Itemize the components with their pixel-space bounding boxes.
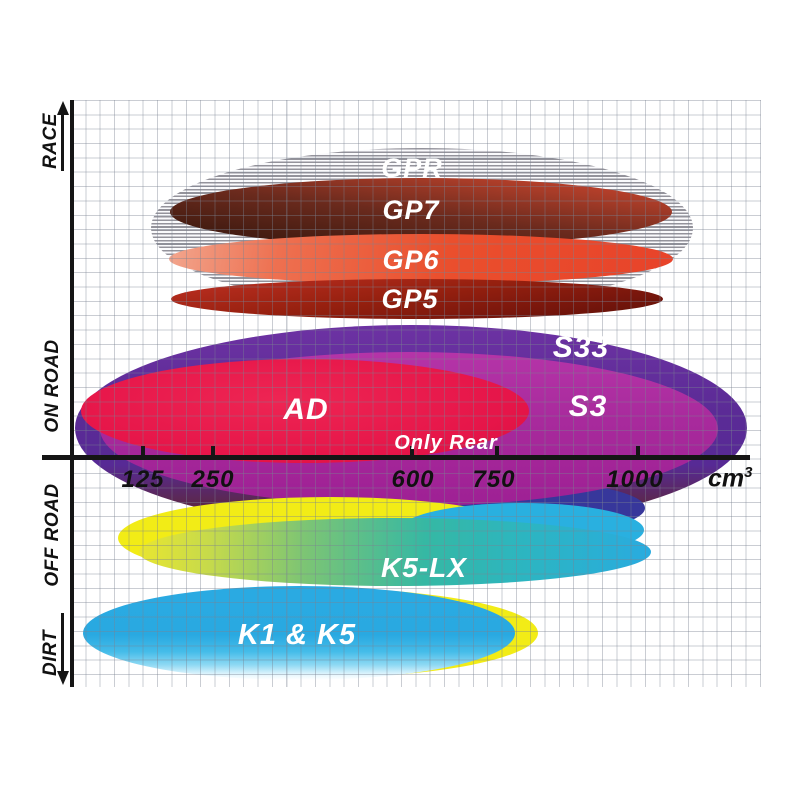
k5lx-label: K5-LX — [381, 552, 467, 583]
zone-label-on-road: ON ROAD — [42, 339, 63, 433]
gp5-range-ellipse — [171, 279, 663, 319]
k1k5-label: K1 & K5 — [237, 619, 357, 651]
arrow-up-shaft — [61, 113, 64, 171]
tick-750 — [495, 446, 499, 457]
gp6-range-ellipse — [169, 234, 673, 284]
tick-label-600: 600 — [391, 466, 435, 493]
tick-label-750: 750 — [472, 466, 516, 493]
gp6-label: GP6 — [382, 245, 440, 275]
x-axis-line — [42, 455, 750, 460]
x-axis-unit-label: cm3 — [708, 464, 752, 493]
k5lx-range-ellipse — [139, 518, 651, 586]
s33-label: S33 — [552, 331, 610, 364]
gp7-label: GP7 — [382, 195, 440, 225]
tick-label-250: 250 — [191, 466, 235, 493]
tick-label-125: 125 — [121, 466, 165, 493]
tick-1000 — [636, 446, 640, 457]
arrow-down-icon — [57, 671, 69, 685]
gp5-label: GP5 — [381, 284, 439, 314]
gpr-label: GPR — [381, 153, 443, 183]
tick-250 — [211, 446, 215, 457]
tick-label-1000: 1000 — [606, 466, 664, 493]
tick-125 — [141, 446, 145, 457]
s3-label: S3 — [568, 390, 608, 423]
unit-base: cm — [708, 464, 745, 493]
only-rear-label: Only Rear — [394, 432, 498, 454]
k1k5-range-ellipse — [83, 586, 515, 680]
zone-label-off-road: OFF ROAD — [42, 483, 63, 587]
tick-600 — [410, 446, 414, 457]
y-axis-line — [70, 100, 74, 687]
ad-label: AD — [283, 393, 329, 426]
arrow-down-shaft — [61, 613, 64, 671]
unit-exponent: 3 — [744, 464, 753, 481]
arrow-up-icon — [57, 101, 69, 115]
ad-range-ellipse — [81, 359, 529, 463]
